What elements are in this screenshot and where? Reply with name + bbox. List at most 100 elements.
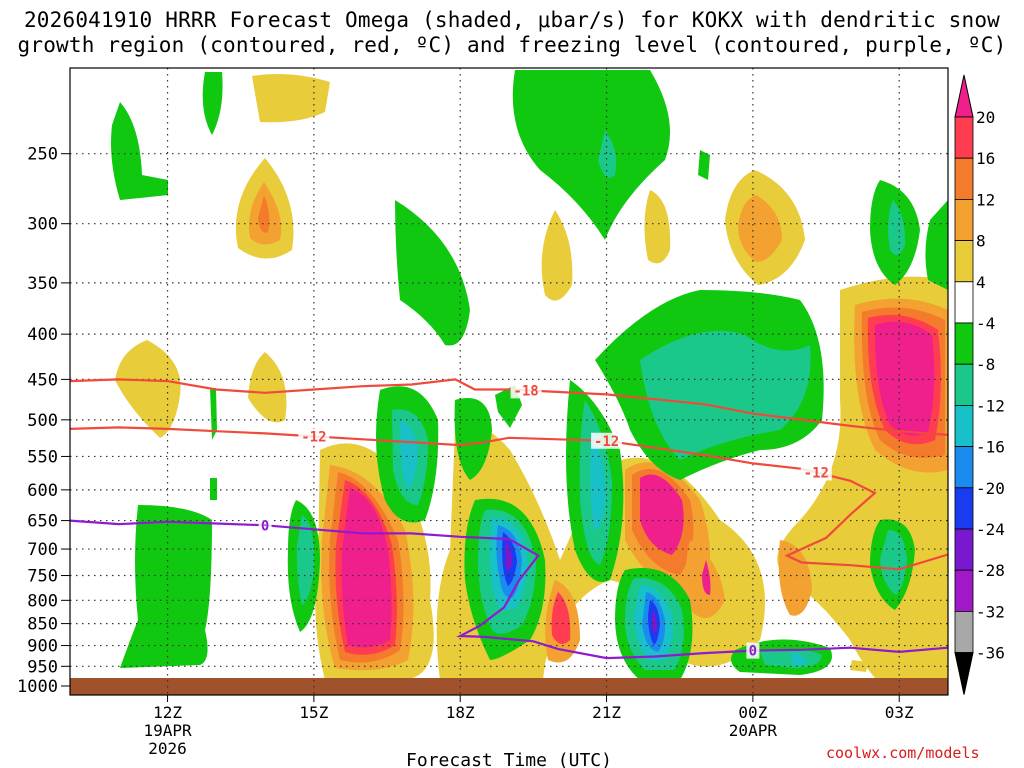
- colorbar-label-16: 16: [976, 149, 995, 168]
- omega-pos-region-7d: [640, 474, 684, 555]
- y-tick-label-650: 650: [27, 512, 58, 532]
- colorbar-label--28: -28: [976, 561, 1005, 580]
- omega-pos-region-5e: [341, 488, 392, 648]
- y-tick-label-600: 600: [27, 481, 58, 501]
- y-tick-label-950: 950: [27, 657, 58, 677]
- contour-label-bg-freezing-level-0: [258, 517, 272, 534]
- chart-title-line-1: 2026041910 HRRR Forecast Omega (shaded, …: [23, 8, 1001, 32]
- shaded-omega-field: [111, 70, 948, 695]
- x-tick-label-00Z: 00Z: [738, 703, 767, 722]
- y-tick-label-850: 850: [27, 615, 58, 635]
- colorbar-label--8: -8: [976, 355, 995, 374]
- omega-neg-region-14b: [296, 515, 315, 605]
- omega-pos-region-11: [541, 210, 573, 301]
- omega-neg-region-8c: [400, 420, 418, 490]
- contour-label-dgz-minus12-2: -12: [804, 465, 829, 481]
- y-tick-label-250: 250: [27, 145, 58, 165]
- colorbar-band--12-to--8: [954, 363, 974, 406]
- colorbar-band--20-to--16: [954, 446, 974, 489]
- colorbar-label-4: 4: [976, 273, 986, 292]
- y-tick-label-900: 900: [27, 637, 58, 657]
- omega-neg-region-9: [454, 398, 492, 480]
- colorbar-band-4-to-8: [954, 240, 974, 283]
- contour-label-freezing-level-0: 0: [261, 518, 269, 534]
- x-tick-year-12Z: 2026: [148, 739, 187, 758]
- omega-colorbar: 20 16 12 8 4 -4 -8 -12 -16 -20 -24 -28 -32 -36: [954, 74, 1005, 695]
- omega-pos-region-8b: [702, 560, 711, 595]
- colorbar-label--36: -36: [976, 644, 1005, 663]
- omega-neg-region-7e: [590, 430, 606, 530]
- omega-neg-region-17b: [760, 649, 822, 668]
- omega-neg-region-13: [120, 505, 212, 668]
- colorbar-band-8-to-12: [954, 198, 974, 241]
- colorbar-label-20: 20: [976, 108, 995, 127]
- y-axis: 2503003504004505005506006507007508008509…: [17, 145, 70, 697]
- contour-lines: -18 -12 -12 -12 0 0: [69, 378, 949, 660]
- y-tick-label-450: 450: [27, 370, 58, 390]
- omega-neg-region-6b: [888, 200, 906, 255]
- y-tick-label-550: 550: [27, 447, 58, 467]
- omega-neg-region-19: [925, 200, 948, 290]
- omega-neg-region-11: [210, 388, 217, 440]
- y-tick-label-800: 800: [27, 591, 58, 611]
- contour-label-dgz-minus12-0: -12: [301, 429, 326, 445]
- x-tick-label-03Z: 03Z: [885, 703, 914, 722]
- y-tick-label-500: 500: [27, 411, 58, 431]
- colorbar-label-8: 8: [976, 232, 986, 251]
- colorbar-band--8-to--4: [954, 322, 974, 365]
- omega-neg-region-16f: [652, 610, 657, 633]
- contour-label-dgz-minus18-0: -18: [513, 383, 538, 399]
- omega-neg-region-17c: [792, 652, 806, 665]
- omega-pos-region-2c: [258, 195, 270, 233]
- colorbar-band--4-to-4: [954, 281, 974, 324]
- omega-pos-region-13e: [874, 321, 935, 436]
- y-tick-label-750: 750: [27, 567, 58, 587]
- contour-label-bg-dgz-minus12-2: [800, 464, 832, 481]
- omega-pos-region-15: [850, 660, 868, 672]
- site-credit: coolwx.com/models: [826, 744, 980, 762]
- chart-title-line-2: growth region (contoured, red, ºC) and f…: [17, 33, 1007, 57]
- x-axis-title: Forecast Time (UTC): [406, 750, 612, 768]
- colorbar-label--12: -12: [976, 396, 1005, 415]
- omega-neg-region-12: [210, 478, 217, 500]
- omega-neg-region-4b: [598, 130, 617, 178]
- omega-pos-region-10: [644, 190, 671, 264]
- colorbar-label-12: 12: [976, 190, 995, 209]
- omega-pos-region-4: [248, 352, 287, 423]
- colorbar-band--28-to--24: [954, 528, 974, 571]
- colorbar-band--16-to--12: [954, 404, 974, 447]
- omega-pos-region-3: [115, 340, 181, 438]
- colorbar-label--16: -16: [976, 438, 1005, 457]
- plot-frame: [69, 67, 949, 696]
- grid-lines: [70, 68, 948, 695]
- colorbar-label--20: -20: [976, 479, 1005, 498]
- omega-neg-region-3: [395, 200, 470, 346]
- colorbar-band--24-to--20: [954, 487, 974, 530]
- contour-freezing-level: [69, 519, 949, 660]
- y-tick-label-1000: 1000: [17, 677, 58, 697]
- x-tick-label-21Z: 21Z: [592, 703, 621, 722]
- colorbar-bottom-arrow: [954, 652, 974, 695]
- omega-neg-region-4: [512, 70, 670, 240]
- colorbar-label--24: -24: [976, 520, 1005, 539]
- omega-pos-region-1: [252, 74, 330, 123]
- contour-label-freezing-level-1: 0: [749, 644, 757, 660]
- y-tick-label-300: 300: [27, 215, 58, 235]
- omega-neg-region-1: [111, 102, 168, 200]
- omega-pos-region-14: [778, 540, 812, 616]
- omega-neg-region-15f: [505, 540, 513, 570]
- y-tick-label-700: 700: [27, 540, 58, 560]
- omega-pos-region-9b: [551, 592, 571, 644]
- x-tick-label-15Z: 15Z: [299, 703, 328, 722]
- colorbar-label--4: -4: [976, 314, 995, 333]
- y-tick-label-400: 400: [27, 325, 58, 345]
- colorbar-top-arrow: [954, 74, 974, 118]
- contour-label-dgz-minus12-1: -12: [594, 434, 619, 450]
- omega-pos-region-12b: [738, 195, 782, 262]
- contour-dgz-minus12: [69, 426, 949, 571]
- colorbar-band--36-to--32: [954, 611, 974, 654]
- y-tick-label-350: 350: [27, 274, 58, 294]
- colorbar-band-12-to-16: [954, 157, 974, 200]
